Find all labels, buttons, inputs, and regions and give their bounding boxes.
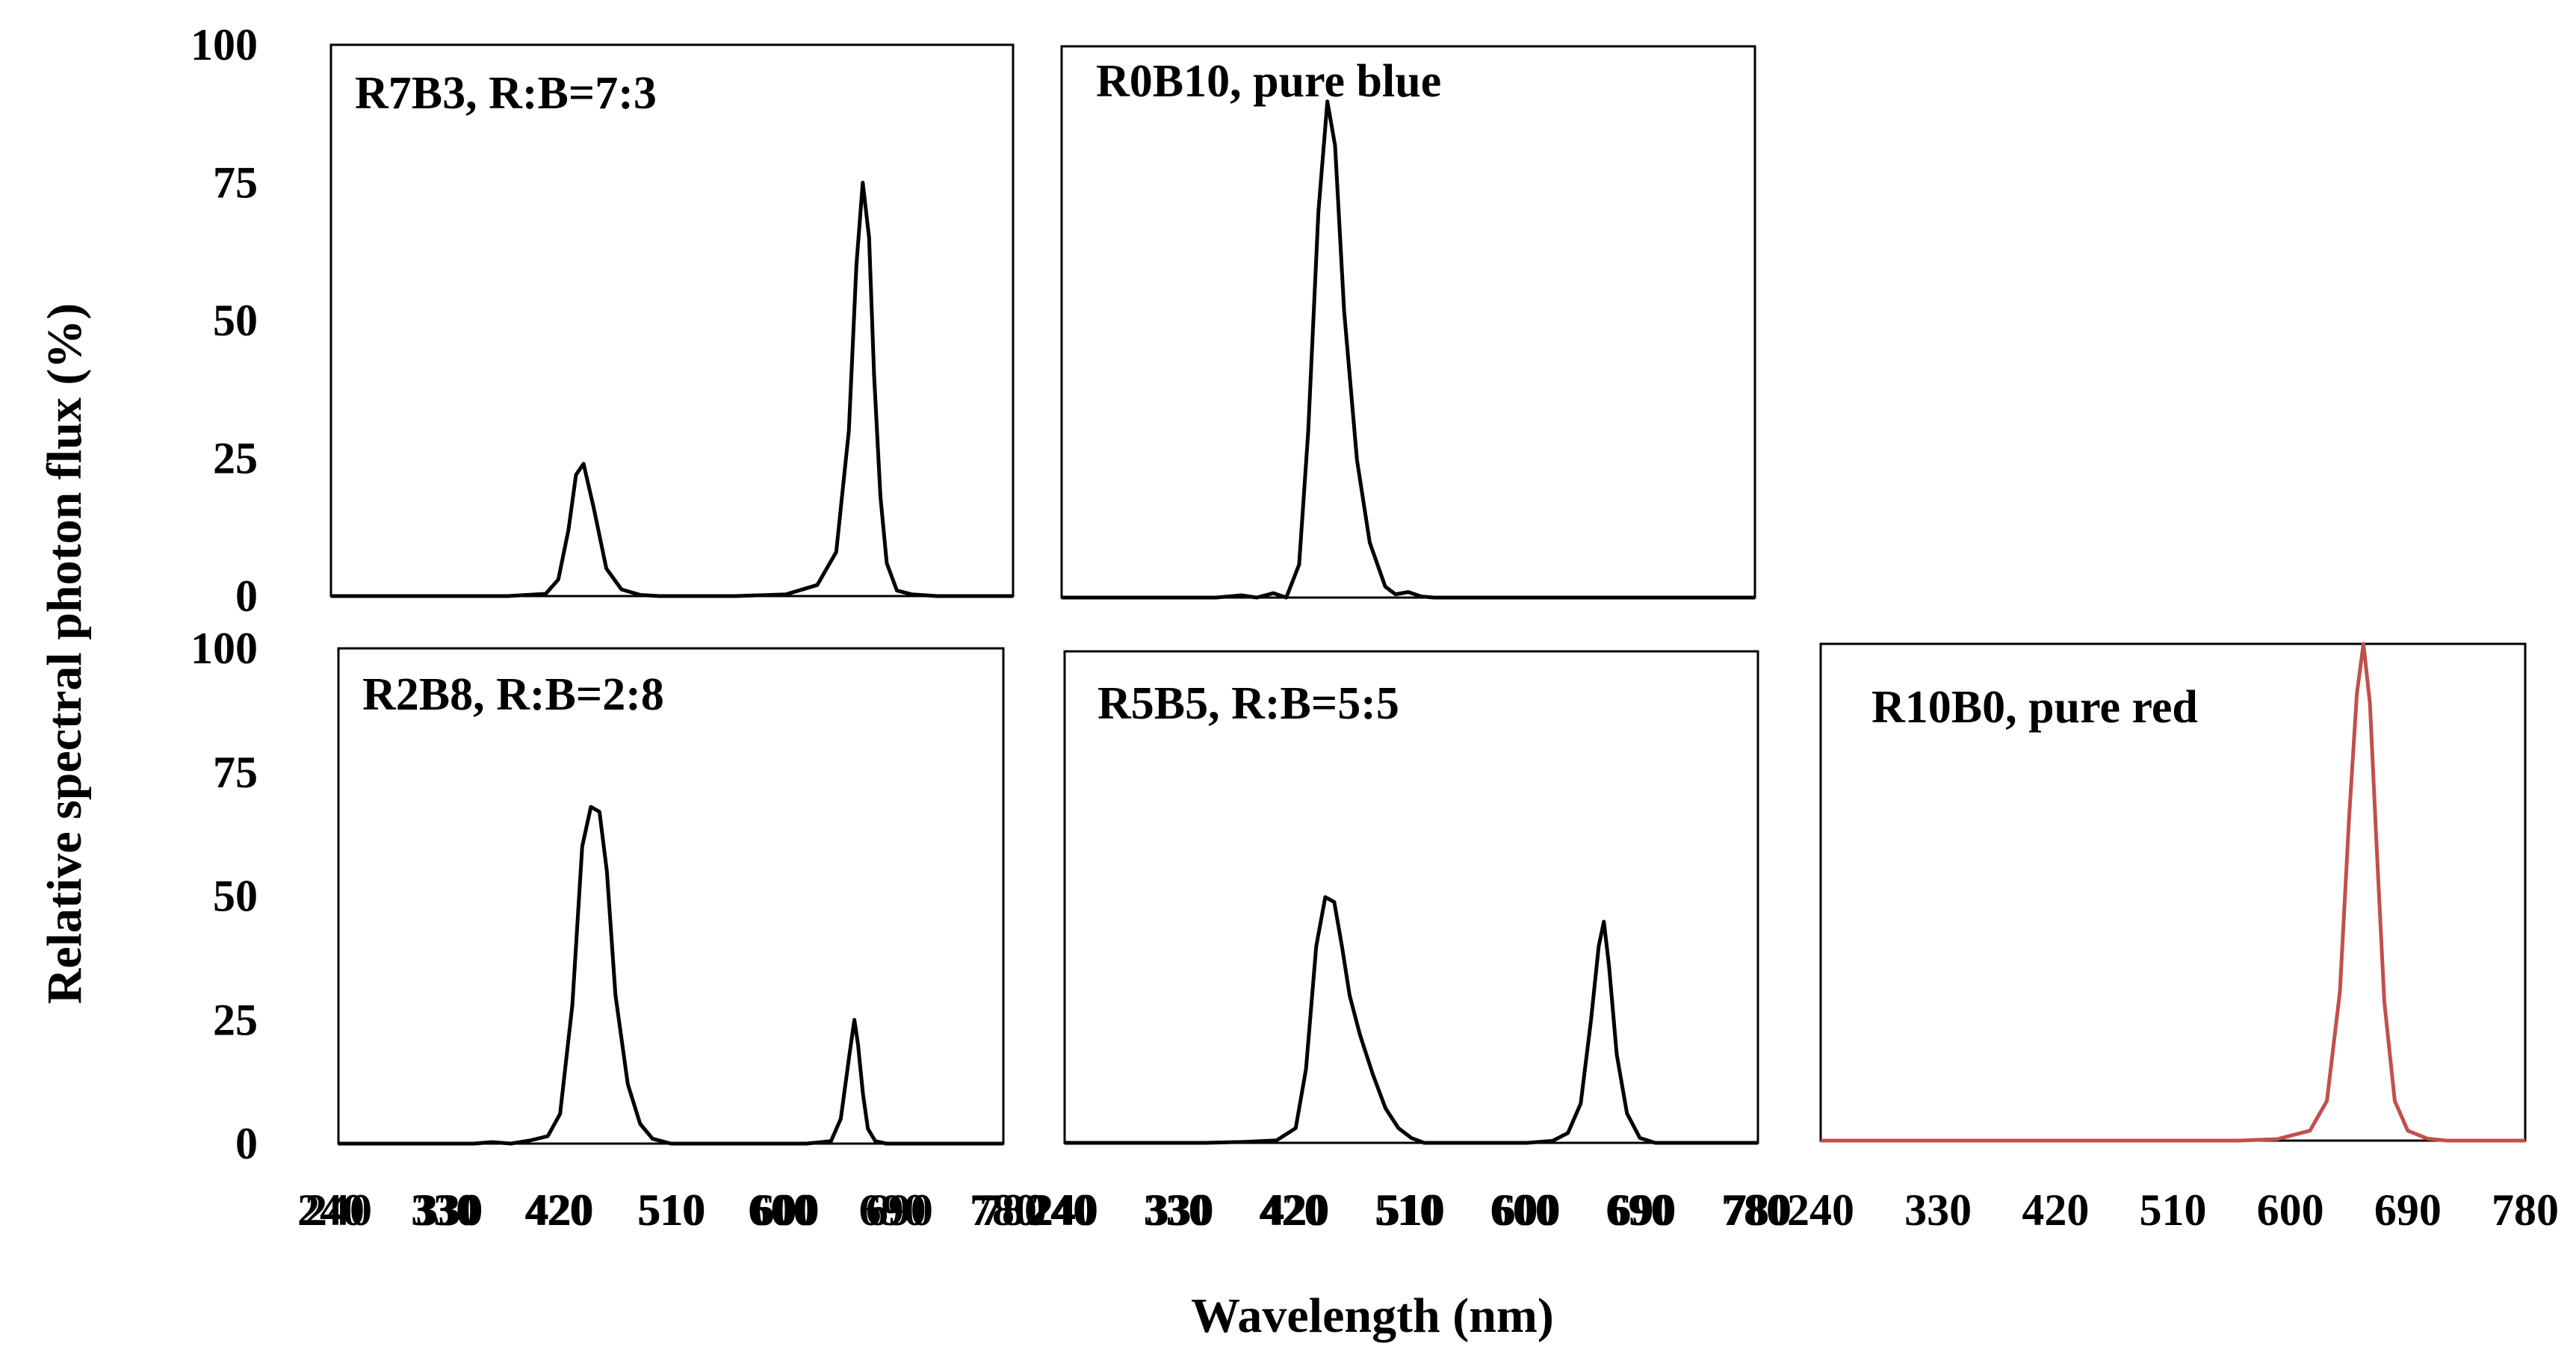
x-tick-label: 780 <box>979 1185 1047 1235</box>
plot-frame <box>1063 650 1759 1144</box>
y-tick-label: 100 <box>191 624 258 673</box>
panel-title: R10B0, pure red <box>1871 682 2198 733</box>
x-tick-label: 420 <box>1259 1185 1326 1235</box>
x-tick-label: 330 <box>415 1185 483 1235</box>
panel-title: R2B8, R:B=2:8 <box>362 669 664 720</box>
x-tick-label: 510 <box>639 1185 706 1235</box>
x-tick-label: 780 <box>1724 1185 1792 1235</box>
spectrum-line <box>1065 895 1758 1145</box>
chart-panel-5: R10B0, pure red 240 330 420 510 600 690 780 <box>1787 642 2559 1235</box>
chart-panel-1: R7B3, R:B=7:3 240 330 420 510 600 690 780 0 25 50 7… <box>191 20 1047 1235</box>
spectrum-line <box>1821 642 2525 1143</box>
x-tick-label: 690 <box>1606 1185 1673 1235</box>
panel-title: R7B3, R:B=7:3 <box>355 68 657 119</box>
y-tick-label: 0 <box>235 571 258 621</box>
x-tick-label: 690 <box>1609 1185 1676 1235</box>
x-tick-label: 240 <box>1031 1185 1098 1235</box>
chart-panel-4: R5B5, R:B=5:5 240 330 420 510 600 690 780 <box>1031 650 1792 1235</box>
x-tick-label: 240 <box>1787 1185 1854 1235</box>
x-tick-label: 690 <box>866 1185 933 1235</box>
x-tick-label: 510 <box>637 1185 705 1235</box>
chart-panel-2: R0B10, pure blue 240 330 420 510 600 690 780 <box>1028 45 1789 1235</box>
x-tick-label: 330 <box>1904 1185 1972 1235</box>
x-tick-label: 510 <box>2140 1185 2207 1235</box>
y-tick-label: 25 <box>213 995 258 1044</box>
x-tick-label: 240 <box>1028 1185 1095 1235</box>
chart-panel-3: R2B8, R:B=2:8 240 330 420 510 600 690 780 0 25 50 7… <box>191 624 1037 1235</box>
x-tick-label: 600 <box>2257 1185 2324 1235</box>
x-axis-title: Wavelength (nm) <box>1191 1289 1554 1343</box>
x-tick-label: 330 <box>1147 1185 1214 1235</box>
y-tick-label: 100 <box>191 20 258 69</box>
x-tick-label: 600 <box>1493 1185 1561 1235</box>
panel-title: R5B5, R:B=5:5 <box>1097 678 1399 729</box>
x-tick-label: 240 <box>305 1185 372 1235</box>
x-tick-label: 780 <box>970 1185 1037 1235</box>
x-tick-label: 240 <box>297 1185 365 1235</box>
x-tick-label: 420 <box>2022 1185 2089 1235</box>
y-tick-label: 75 <box>213 748 258 797</box>
x-tick-label: 510 <box>1378 1185 1445 1235</box>
plot-frame <box>337 647 1005 1145</box>
plot-frame <box>1060 45 1756 599</box>
spectrum-line <box>331 181 1013 598</box>
x-tick-label: 780 <box>1721 1185 1789 1235</box>
x-tick-label: 330 <box>411 1185 478 1235</box>
x-tick-label: 600 <box>752 1185 820 1235</box>
y-tick-label: 0 <box>235 1119 258 1168</box>
x-tick-label: 600 <box>1490 1185 1558 1235</box>
y-tick-label: 75 <box>213 158 258 208</box>
x-tick-label: 600 <box>748 1185 815 1235</box>
x-tick-label: 330 <box>1144 1185 1211 1235</box>
x-tick-label: 420 <box>1262 1185 1329 1235</box>
x-tick-label: 420 <box>527 1185 594 1235</box>
panel-title: R0B10, pure blue <box>1096 56 1441 107</box>
x-tick-label: 780 <box>2492 1185 2559 1235</box>
y-tick-label: 25 <box>213 434 258 483</box>
x-tick-label: 690 <box>859 1185 926 1235</box>
y-axis-title: Relative spectral photon flux (%) <box>37 303 92 1005</box>
y-tick-label: 50 <box>213 872 258 921</box>
x-tick-label: 690 <box>2374 1185 2442 1235</box>
x-tick-label: 510 <box>1375 1185 1442 1235</box>
plot-frame <box>329 43 1015 598</box>
x-tick-label: 420 <box>524 1185 592 1235</box>
y-tick-label: 50 <box>213 296 258 345</box>
spectrum-line <box>338 804 1003 1146</box>
spectrum-line <box>1062 99 1755 600</box>
chart-panels: R7B3, R:B=7:3 240 330 420 510 600 690 780 0 25 50 7… <box>191 20 2559 1235</box>
